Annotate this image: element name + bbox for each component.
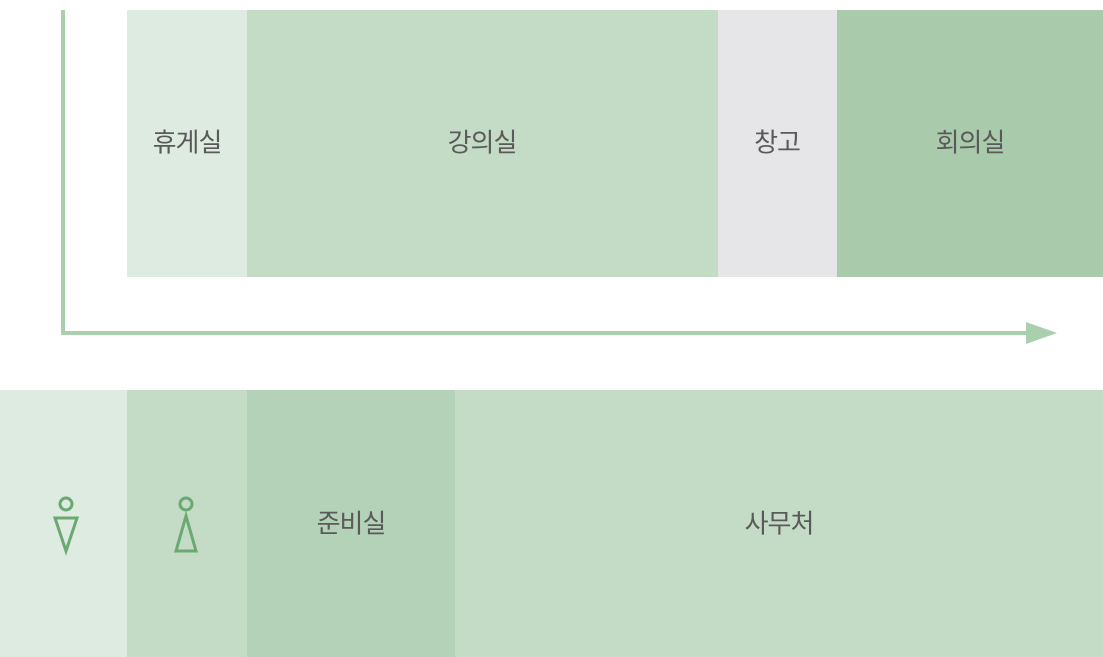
room-label: 회의실 — [936, 129, 1005, 159]
icon-men — [52, 496, 80, 556]
room-label: 강의실 — [448, 129, 517, 159]
room-office — [455, 390, 1103, 657]
arrow-head — [1026, 322, 1057, 344]
room-label: 창고 — [754, 129, 800, 159]
room-label: 휴게실 — [153, 129, 222, 159]
room-lecture — [247, 10, 718, 277]
room-storage — [718, 10, 837, 277]
room-restroom-men — [0, 390, 127, 657]
room-label: 준비실 — [317, 510, 386, 540]
icon-women — [174, 496, 198, 553]
room-label: 사무처 — [745, 510, 814, 540]
direction-line — [61, 10, 1030, 335]
room-lounge — [127, 10, 247, 277]
room-prep — [247, 390, 455, 657]
room-meeting — [837, 10, 1103, 277]
